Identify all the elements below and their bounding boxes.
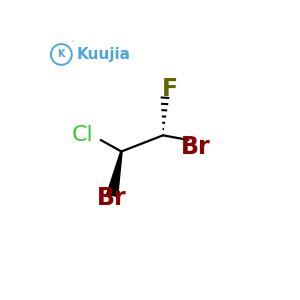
Polygon shape	[107, 152, 122, 196]
Text: Br: Br	[98, 186, 127, 210]
Text: F: F	[162, 77, 178, 101]
Text: °: °	[71, 40, 74, 45]
Text: K: K	[58, 50, 65, 59]
Text: Cl: Cl	[71, 125, 93, 145]
Text: Kuujia: Kuujia	[76, 47, 130, 62]
Text: Br: Br	[181, 135, 210, 159]
